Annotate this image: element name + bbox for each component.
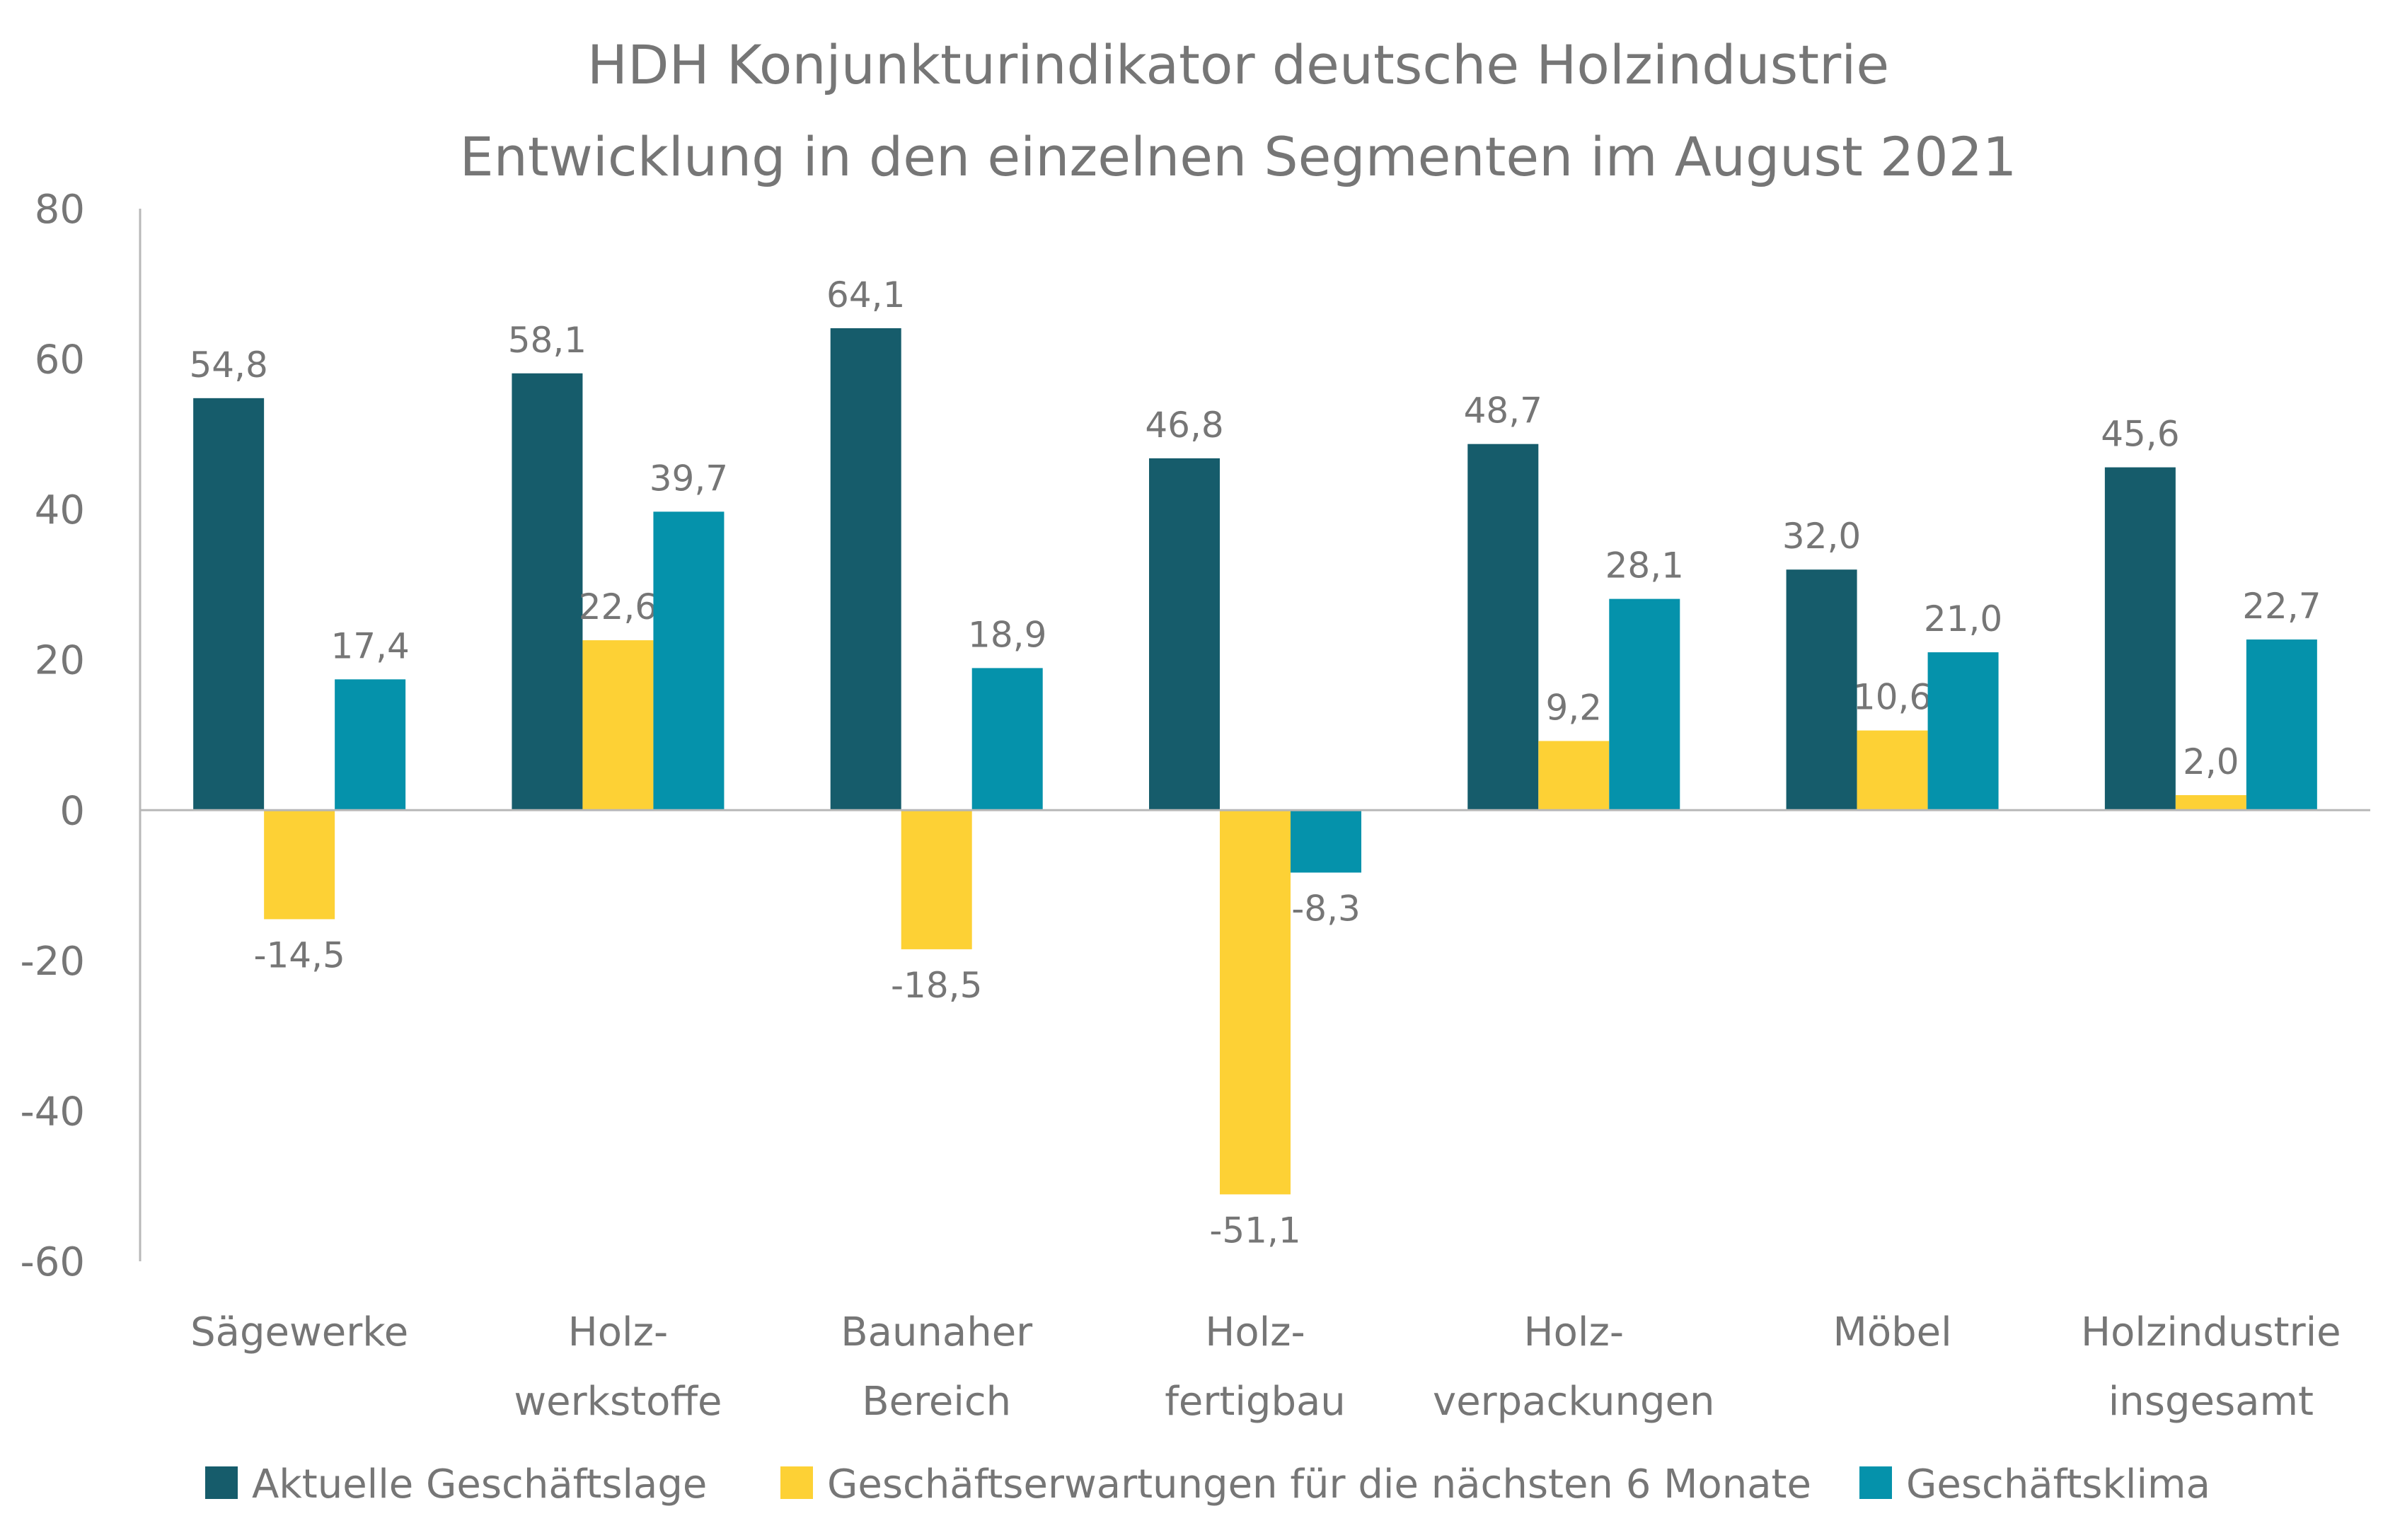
data-label: -8,3 [1291,888,1361,930]
bar [2246,639,2317,811]
data-label: 32,0 [1782,516,1861,557]
data-label: 58,1 [508,320,587,361]
data-label: 2,0 [2183,741,2239,782]
legend-swatch [780,1466,813,1499]
y-tick-label: 40 [35,487,85,533]
x-tick-label: Baunaher [841,1309,1033,1355]
x-tick-label: Bereich [862,1379,1011,1425]
bar [971,668,1043,811]
bar [1786,569,1857,811]
y-tick-label: 60 [35,337,85,383]
bar [901,810,972,949]
bar [1609,598,1680,811]
x-tick-label: Holz- [1524,1309,1625,1355]
x-tick-label: Möbel [1833,1309,1952,1355]
legend-label: Geschäftserwartungen für die nächsten 6 … [827,1461,1811,1507]
bar [264,810,335,920]
data-label: -18,5 [891,965,982,1006]
data-label: 9,2 [1546,688,1603,729]
data-label: -14,5 [253,934,345,975]
y-tick-label: 0 [59,788,85,834]
bar [1927,652,1999,811]
bar [2175,795,2246,811]
x-tick-label: Holzindustrie [2081,1309,2341,1355]
data-label: 46,8 [1145,405,1223,446]
y-tick-label: 80 [35,187,85,233]
chart-subtitle: Entwicklung in den einzelnen Segmenten i… [460,125,2017,188]
bar [582,640,654,811]
bar [653,511,725,811]
bar [1149,458,1220,811]
legend-swatch [205,1466,238,1499]
bar [1291,810,1361,873]
x-tick-label: werkstoffe [514,1379,722,1425]
data-label: 54,8 [189,345,267,386]
data-label: 10,6 [1853,677,1932,718]
legend-swatch [1859,1466,1892,1499]
bar [1538,741,1610,811]
data-label: 39,7 [650,458,728,499]
bar [335,679,406,811]
x-tick-label: fertigbau [1165,1379,1346,1425]
data-label: 48,7 [1464,390,1542,432]
bar [1467,444,1539,811]
x-tick-label: insgesamt [2108,1379,2314,1425]
bar [512,373,583,811]
bar [2104,467,2176,811]
x-tick-label: Sägewerke [190,1309,408,1355]
data-label: 17,4 [330,625,409,666]
data-label: 18,9 [968,614,1046,655]
data-label: 22,7 [2242,586,2321,627]
chart-title: HDH Konjunkturindikator deutsche Holzind… [587,33,1889,96]
plot-area: 80 60 40 20 0 -20 -40 -60 54,8 -14,5 17,4 Sägewerke… [21,187,2370,1425]
legend: Aktuelle Geschäftslage Geschäftserwartung… [205,1461,2210,1507]
y-tick-label: 20 [35,638,85,684]
data-label: 45,6 [2101,414,2179,455]
y-tick-label: -60 [21,1239,85,1285]
data-label: 64,1 [826,274,905,315]
x-tick-label: verpackungen [1433,1379,1714,1425]
bar [830,328,901,811]
bar [1857,730,1928,811]
y-tick-label: -20 [21,939,85,985]
data-label: 28,1 [1605,545,1684,586]
bar [1220,810,1291,1195]
legend-label: Aktuelle Geschäftslage [252,1461,707,1507]
data-label: -51,1 [1209,1210,1300,1251]
y-tick-label: -40 [21,1089,85,1135]
legend-label: Geschäftsklima [1906,1461,2210,1507]
data-label: 22,6 [579,586,657,627]
x-tick-label: Holz- [1205,1309,1305,1355]
x-tick-label: Holz- [568,1309,669,1355]
data-label: 21,0 [1924,598,2002,639]
bar [193,398,265,811]
